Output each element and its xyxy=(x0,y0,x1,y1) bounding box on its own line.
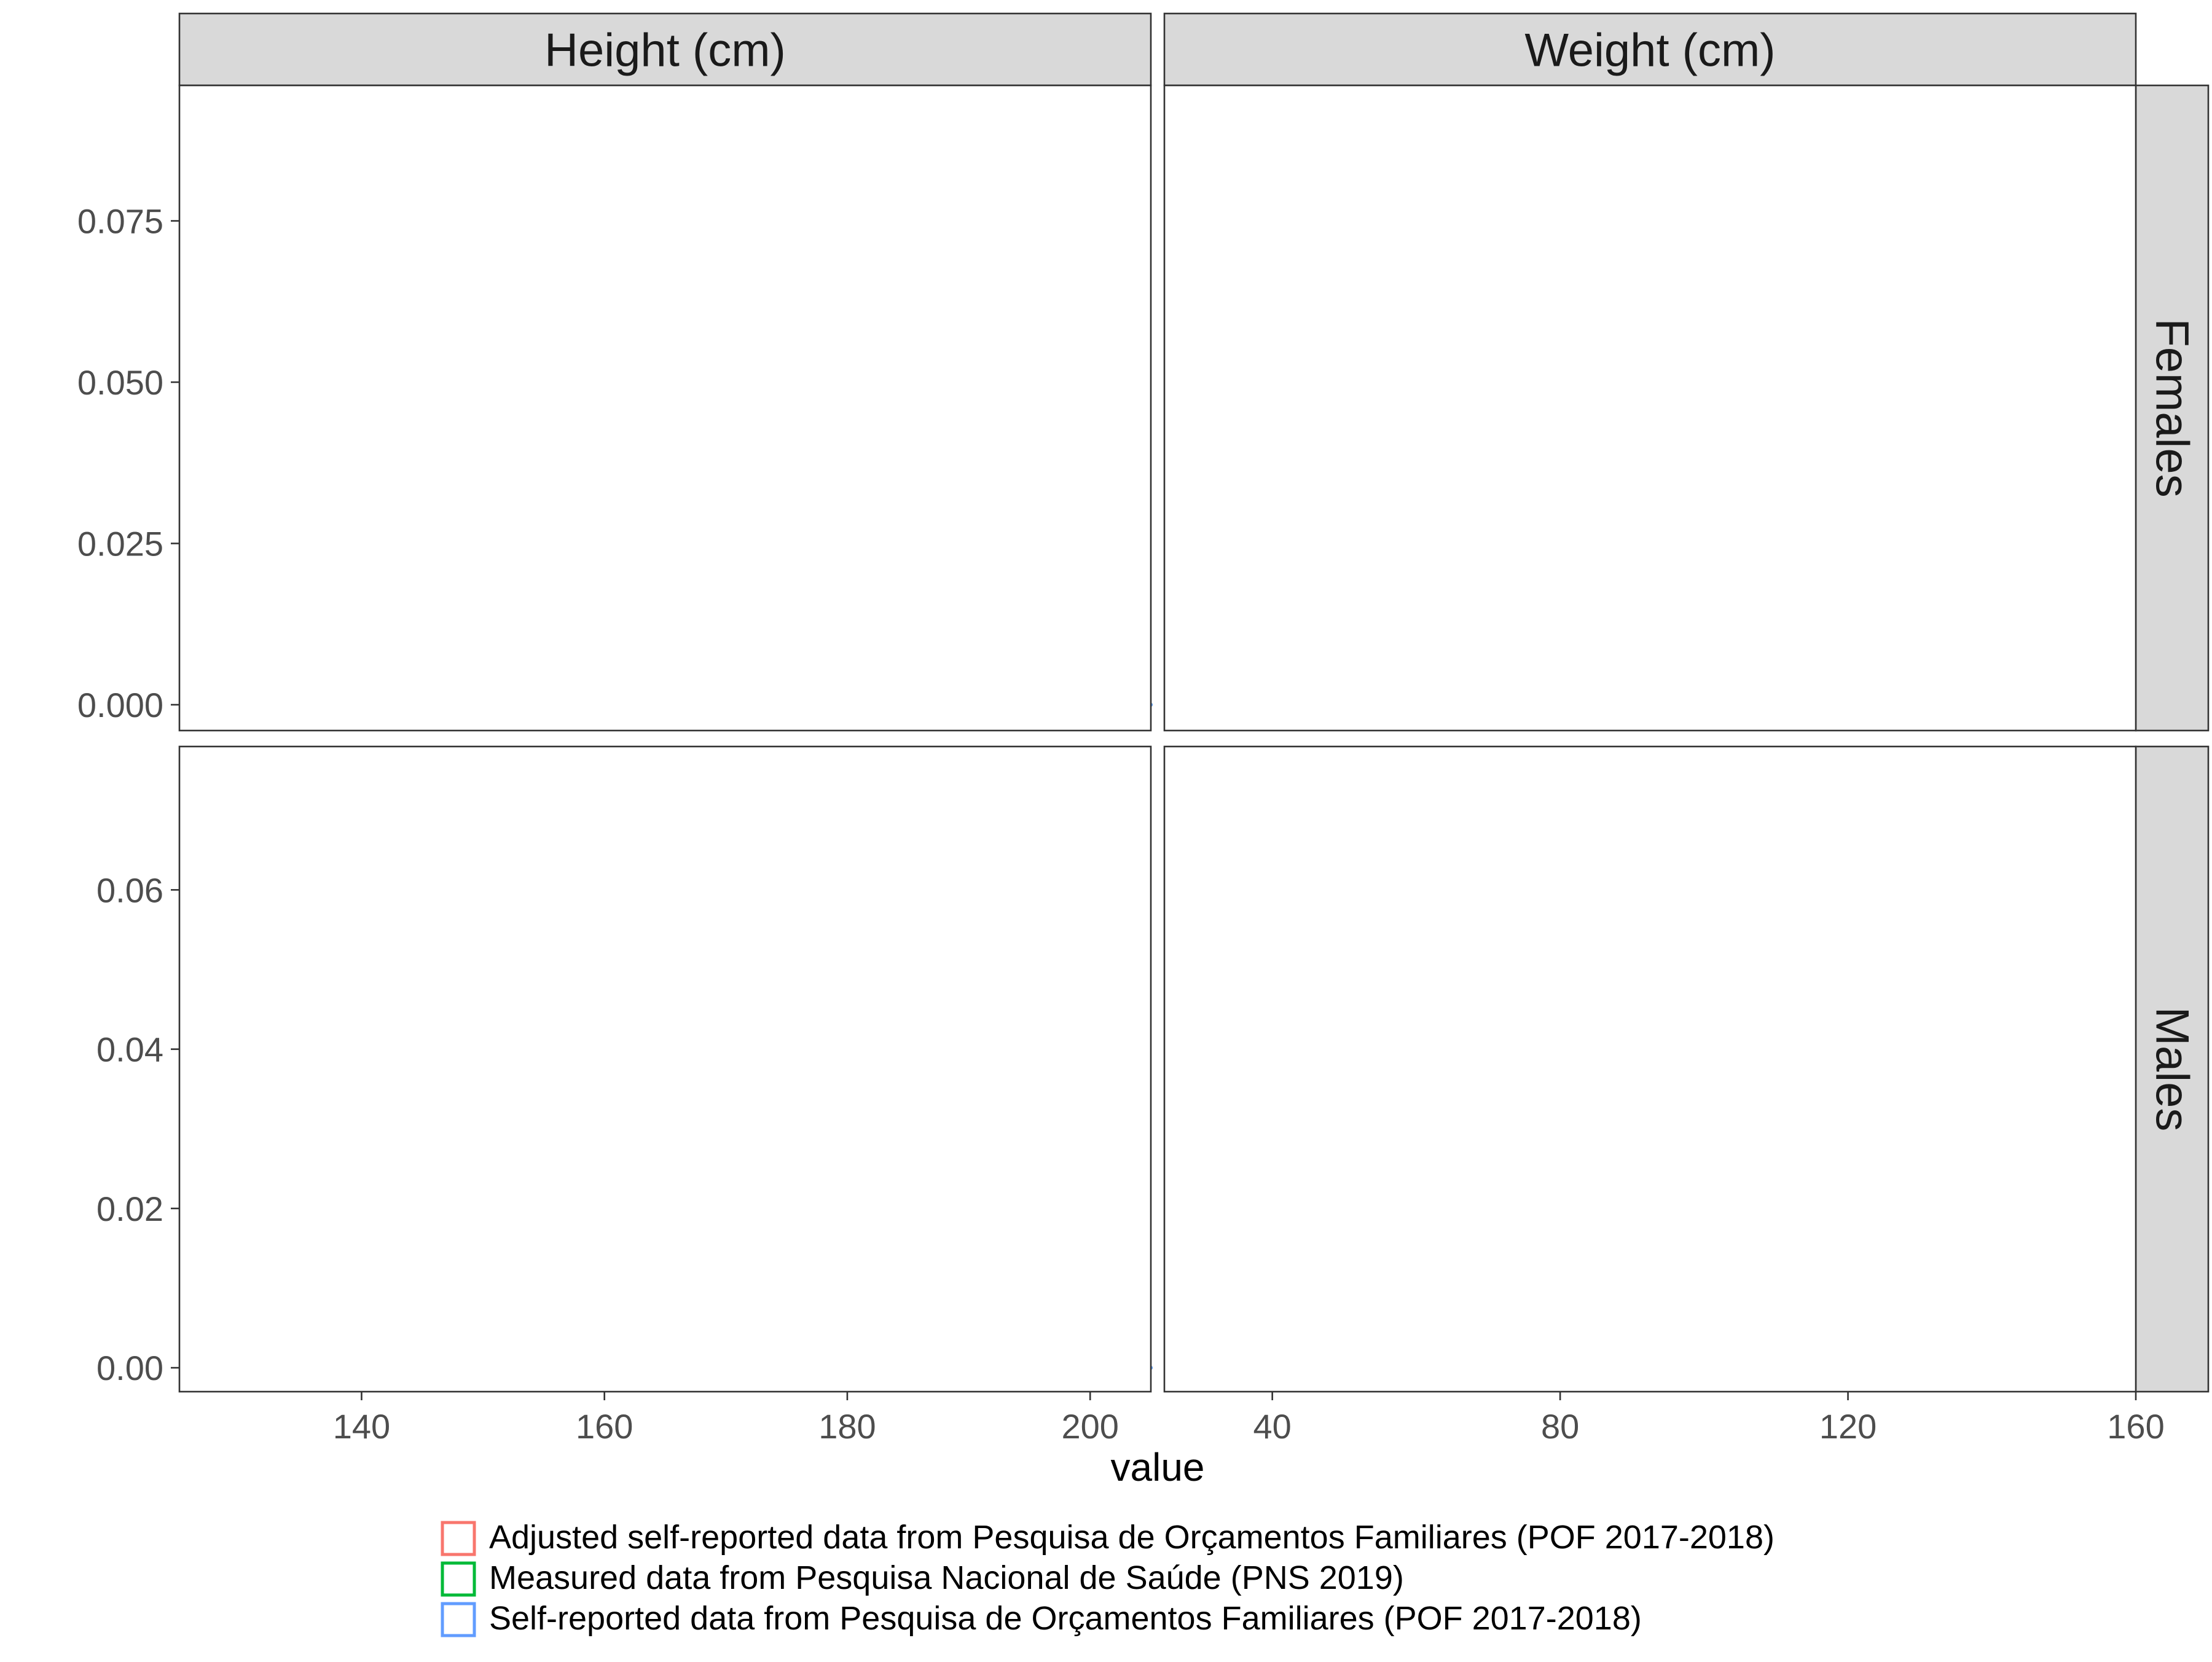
x-tick-label-height: 140 xyxy=(333,1407,390,1446)
x-tick-label-weight: 80 xyxy=(1541,1407,1579,1446)
facet-strip-label-males: Males xyxy=(2146,1007,2198,1132)
panel-border-males-height xyxy=(178,745,1152,1393)
facet-strip-females xyxy=(2135,84,2210,732)
legend-label-series-1: Measured data from Pesquisa Nacional de … xyxy=(489,1559,1404,1596)
facet-strip-weight xyxy=(1163,12,2137,87)
facet-strip-label-weight: Weight (cm) xyxy=(1524,25,1775,77)
y-tick-label-females: 0.050 xyxy=(77,363,163,402)
panel-border-females-weight xyxy=(1163,84,2137,732)
facet-strip-males xyxy=(2135,745,2210,1393)
legend-label-series-2: Self-reported data from Pesquisa de Orça… xyxy=(489,1600,1642,1637)
legend-key-series-0 xyxy=(441,1521,476,1556)
legend-key-series-1 xyxy=(441,1561,476,1597)
legend-label-series-0: Adjusted self-reported data from Pesquis… xyxy=(489,1519,1775,1556)
x-tick-label-weight: 120 xyxy=(1819,1407,1877,1446)
y-tick-label-males: 0.06 xyxy=(96,871,163,909)
x-tick-label-height: 200 xyxy=(1061,1407,1118,1446)
y-tick-label-females: 0.025 xyxy=(77,525,163,563)
panel-border-males-weight xyxy=(1163,745,2137,1393)
facet-strip-label-females: Females xyxy=(2146,318,2198,497)
y-tick-label-males: 0.00 xyxy=(96,1349,163,1387)
facet-strip-height xyxy=(178,12,1152,87)
y-tick-label-females: 0.075 xyxy=(77,202,163,241)
y-tick-label-females: 0.000 xyxy=(77,686,163,724)
x-tick-label-weight: 160 xyxy=(2107,1407,2164,1446)
legend-key-series-2 xyxy=(441,1602,476,1637)
y-tick-label-males: 0.02 xyxy=(96,1190,163,1228)
x-tick-label-weight: 40 xyxy=(1253,1407,1292,1446)
y-tick-label-males: 0.04 xyxy=(96,1030,163,1069)
x-tick-label-height: 180 xyxy=(818,1407,876,1446)
x-axis-title: value xyxy=(1111,1445,1205,1489)
x-tick-label-height: 160 xyxy=(576,1407,633,1446)
facet-strip-label-height: Height (cm) xyxy=(544,25,786,77)
panel-border-females-height xyxy=(178,84,1152,732)
